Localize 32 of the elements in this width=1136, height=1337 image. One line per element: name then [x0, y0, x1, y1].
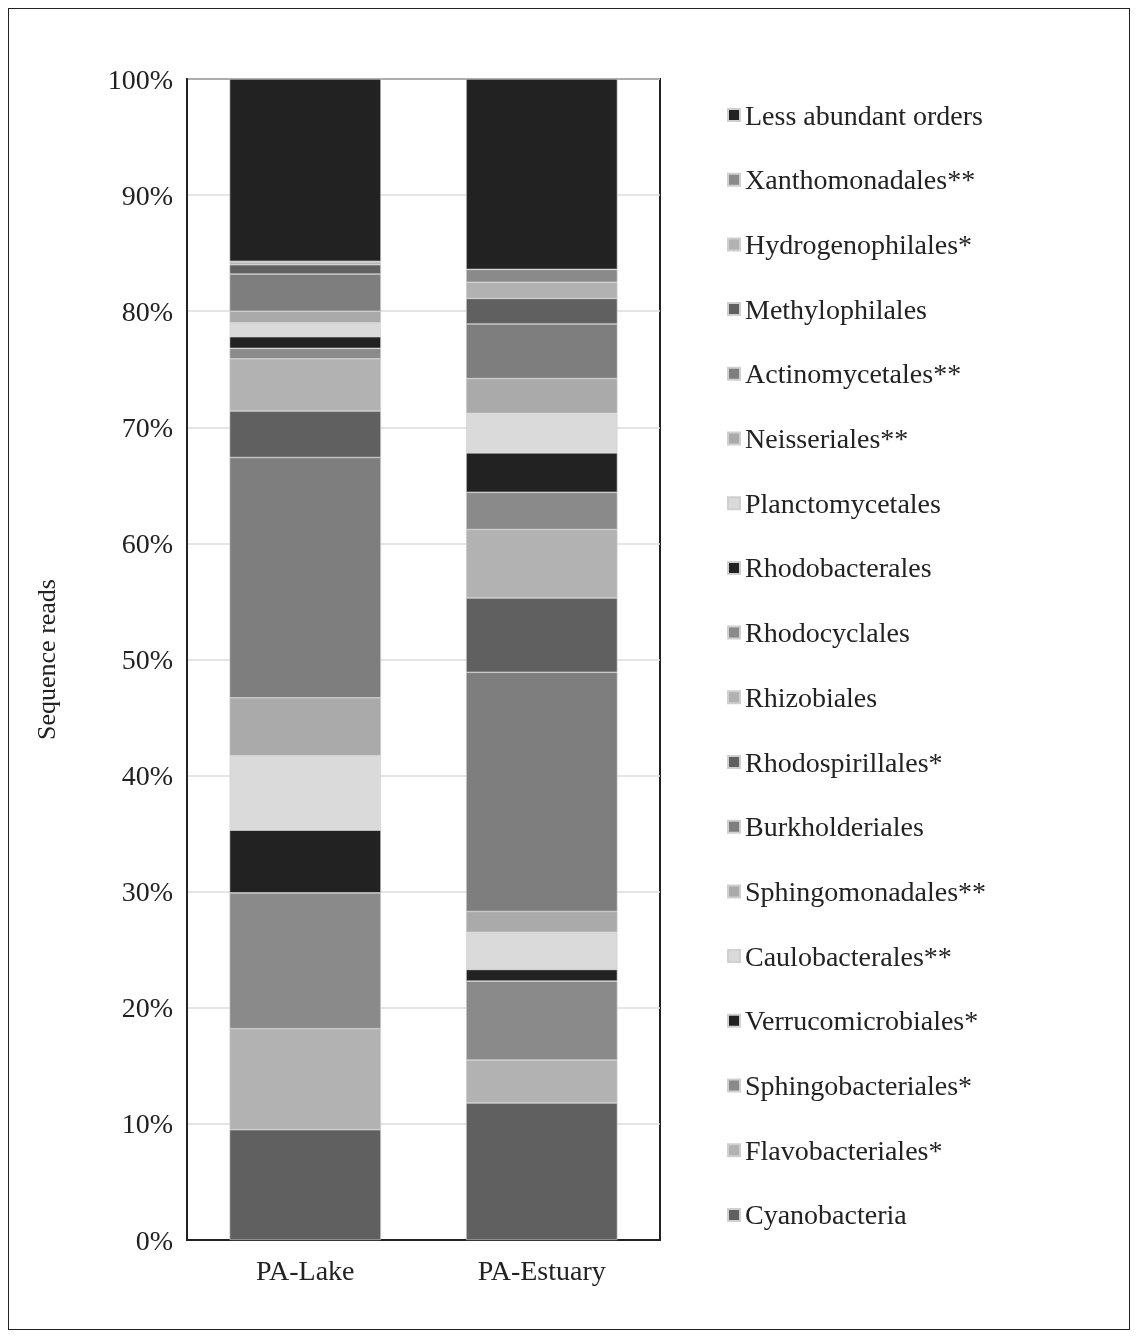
legend-label: Methylophilales: [745, 293, 927, 325]
y-tick-label: 80%: [121, 295, 173, 327]
legend-label: Caulobacterales**: [745, 940, 952, 972]
y-tick-label: 100%: [107, 63, 173, 95]
x-tick-label: PA-Estuary: [477, 1254, 606, 1286]
legend-label: Actinomycetales**: [745, 358, 962, 390]
legend-label: Hydrogenophilales*: [745, 228, 973, 260]
x-tick-label: PA-Lake: [255, 1254, 355, 1286]
legend-label: Burkholderiales: [745, 811, 924, 843]
legend-label: Cyanobacteria: [745, 1199, 908, 1231]
legend-label: Sphingomonadales**: [745, 875, 987, 907]
legend-label: Rhodobacterales: [745, 552, 932, 584]
legend-label: Xanthomonadales**: [745, 164, 976, 196]
legend-label: Neisseriales**: [745, 423, 909, 454]
legend-label: Rhizobiales: [745, 681, 878, 713]
legend-label: Less abundant orders: [745, 99, 983, 131]
legend-label: Rhodocyclales: [745, 617, 910, 649]
y-tick-label: 90%: [121, 179, 173, 211]
y-tick-label: 50%: [121, 644, 173, 675]
legend-label: Flavobacteriales*: [745, 1134, 943, 1166]
y-tick-label: 70%: [121, 411, 173, 443]
y-tick-label: 40%: [121, 760, 173, 792]
legend-label: Verrucomicrobiales*: [745, 1005, 979, 1037]
legend-label: Sphingobacteriales*: [745, 1070, 973, 1101]
y-tick-label: 10%: [121, 1108, 173, 1140]
y-tick-label: 0%: [135, 1224, 173, 1256]
y-tick-label: 20%: [121, 992, 173, 1024]
y-tick-label: 60%: [121, 527, 173, 559]
y-axis-title: Sequence reads: [31, 579, 61, 740]
legend-label: Rhodospirillales*: [745, 746, 943, 778]
legend-label: Planctomycetales: [745, 487, 941, 519]
y-tick-label: 30%: [121, 876, 173, 908]
